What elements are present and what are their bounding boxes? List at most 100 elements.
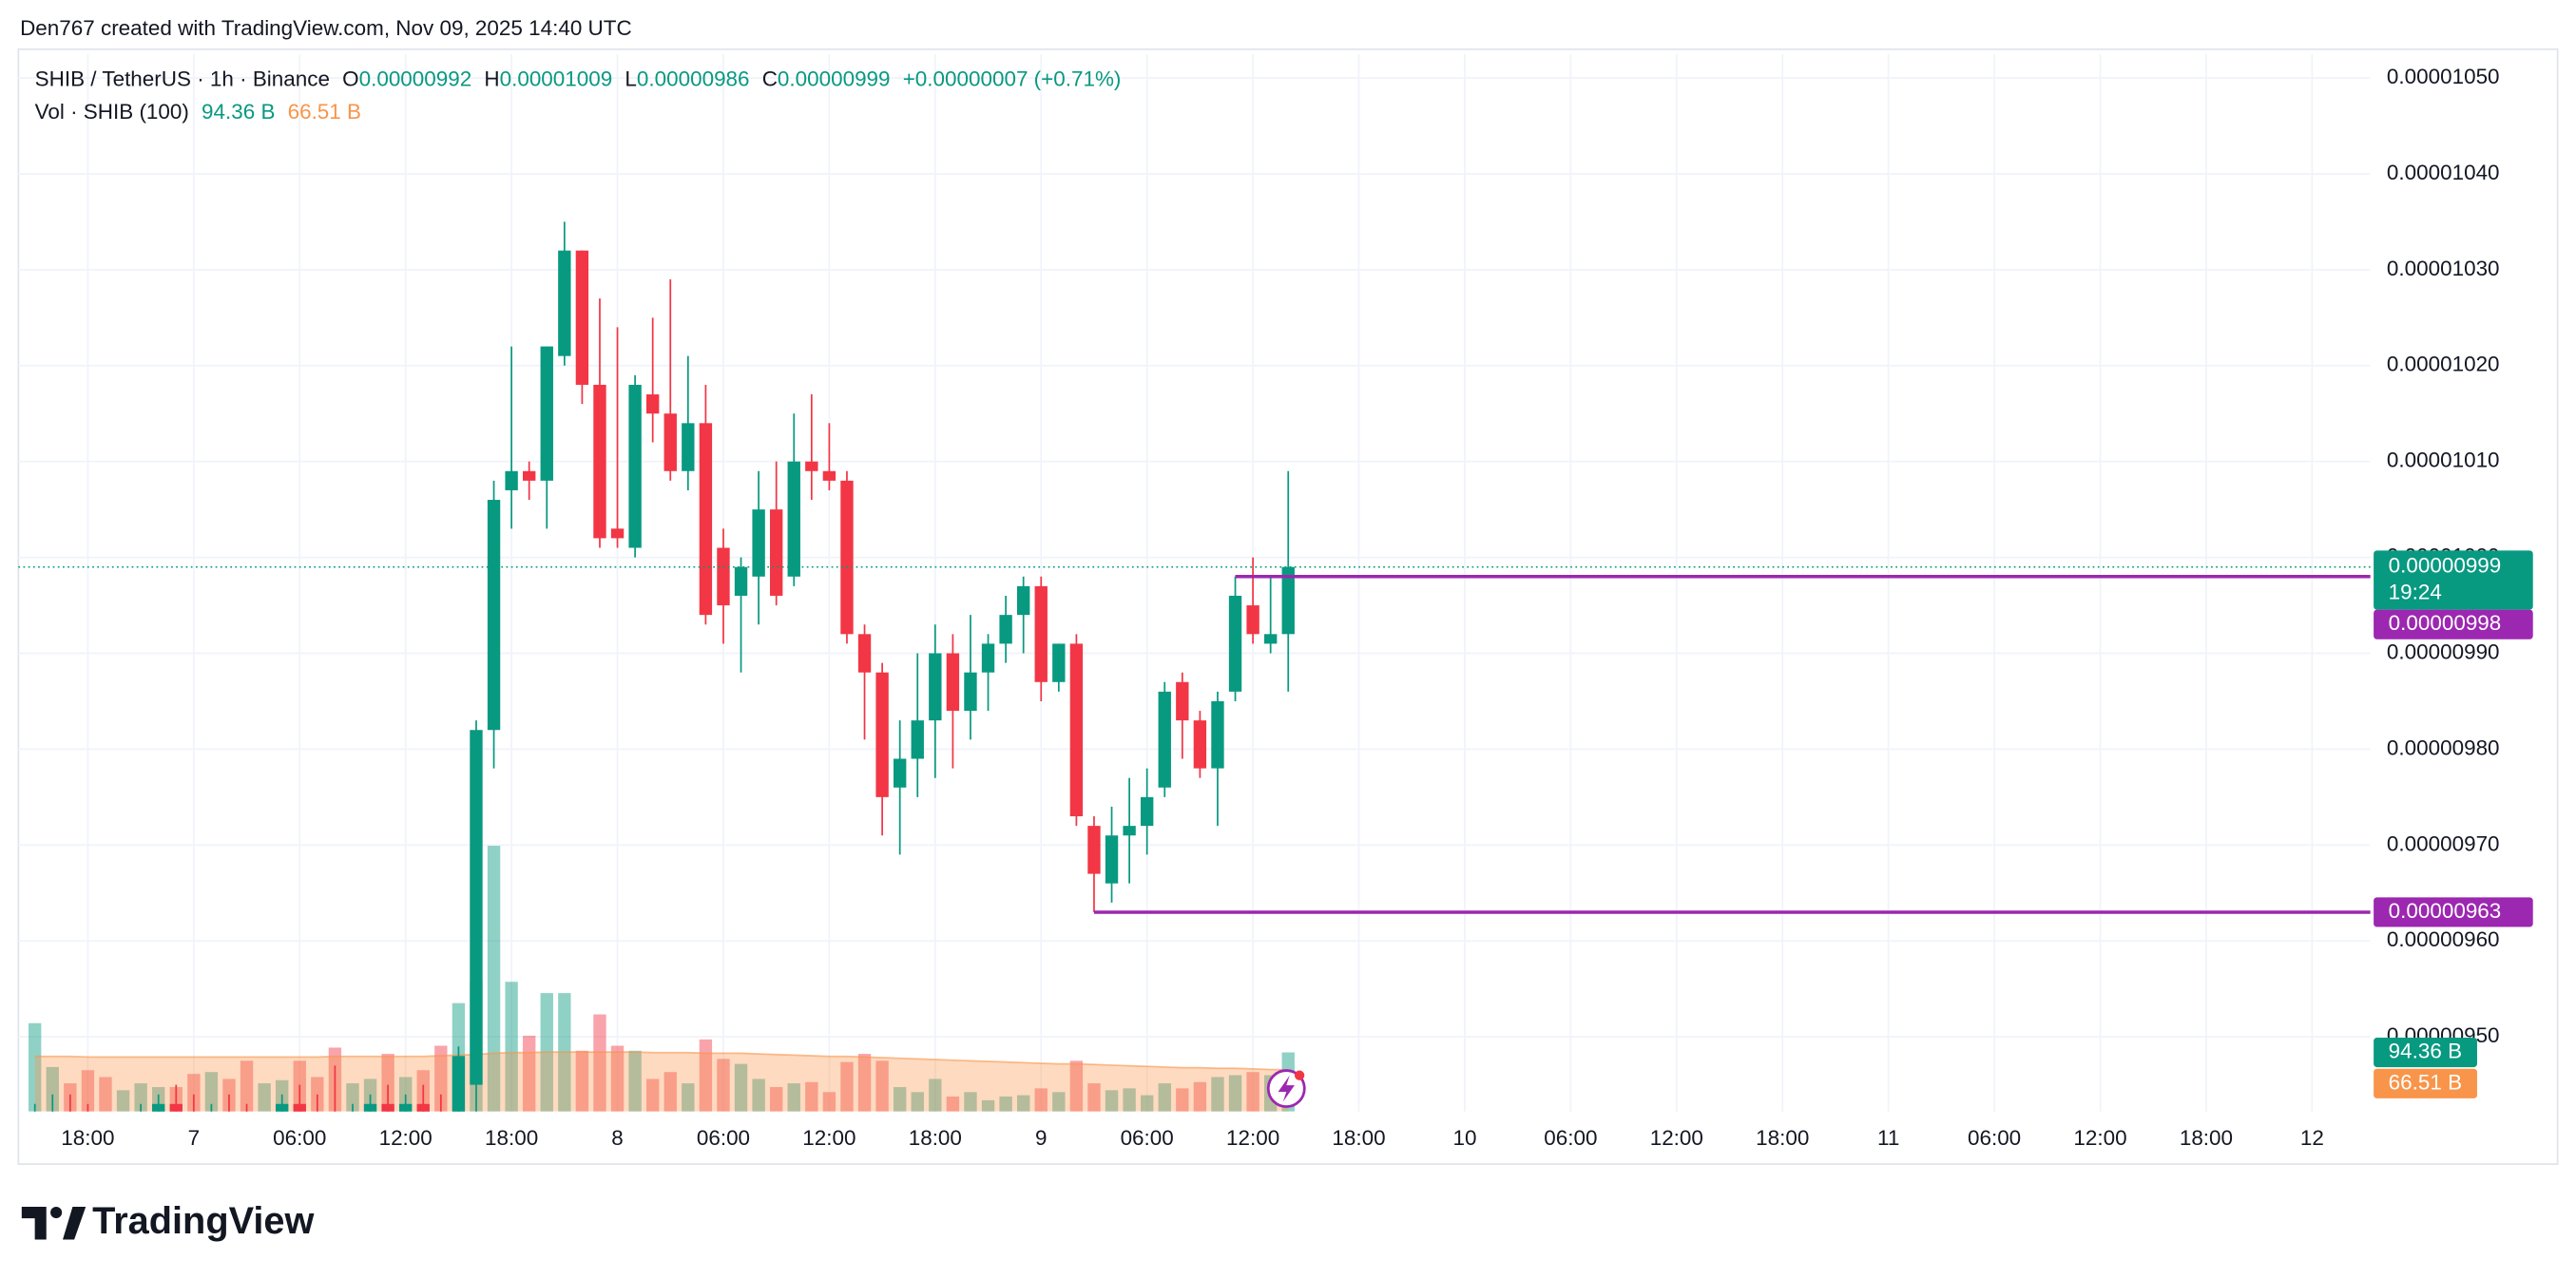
x-tick-label: 06:00 — [697, 1126, 750, 1150]
volume-bar — [1069, 1060, 1084, 1112]
candle-body — [840, 480, 854, 635]
volume-legend-value: 94.36 B — [202, 100, 275, 124]
volume-bar — [187, 1074, 201, 1112]
candle-body — [682, 423, 695, 471]
legend-value: 0.00000999 — [778, 67, 891, 91]
volume-bar — [116, 1090, 130, 1112]
candle-body — [981, 643, 995, 673]
candle-body — [734, 566, 748, 596]
legend-key: C — [762, 67, 778, 91]
volume-bar — [46, 1066, 59, 1112]
candle-body — [593, 384, 606, 539]
countdown: 19:24 — [2389, 580, 2442, 603]
volume-label: 94.36 B — [2389, 1039, 2462, 1062]
candle-body — [1140, 796, 1154, 827]
volume-bar — [840, 1061, 854, 1112]
x-tick-label: 12 — [2300, 1126, 2324, 1150]
volume-bar — [29, 1022, 42, 1112]
logo-mark — [63, 1206, 87, 1240]
last-price-label: 0.00000999 — [2389, 554, 2502, 578]
volume-bar — [1016, 1095, 1030, 1112]
volume-bar — [1105, 1090, 1119, 1112]
candle-layer — [33, 221, 1295, 1112]
volume-bar — [1140, 1095, 1154, 1112]
y-tick-label: 0.00000980 — [2387, 735, 2500, 759]
legend-row: SHIB / TetherUS · 1h · Binance O0.000009… — [35, 67, 1122, 91]
candle-body — [699, 423, 713, 616]
candle-body — [540, 346, 553, 481]
y-tick-label: 0.00001020 — [2387, 353, 2500, 376]
volume-bar — [1228, 1075, 1242, 1112]
y-tick-label: 0.00001030 — [2387, 257, 2500, 280]
volume-bar — [575, 1050, 589, 1112]
volume-bar — [1123, 1088, 1136, 1112]
candle-body — [1123, 826, 1136, 836]
x-tick-label: 12:00 — [2073, 1126, 2126, 1150]
candle-body — [875, 672, 889, 797]
y-tick-label: 0.00000960 — [2387, 927, 2500, 951]
x-tick-label: 06:00 — [1968, 1126, 2021, 1150]
x-tick-label: 18:00 — [61, 1126, 114, 1150]
volume-bar — [717, 1059, 730, 1112]
legend-change: +0.00000007 (+0.71%) — [903, 67, 1122, 91]
legend-value: 0.00001009 — [500, 67, 613, 91]
volume-bar — [699, 1039, 713, 1112]
x-tick-label: 10 — [1452, 1126, 1476, 1150]
candle-body — [1087, 826, 1101, 874]
y-tick-label: 0.00001050 — [2387, 65, 2500, 88]
alert-bolt — [1278, 1075, 1295, 1102]
volume-bar — [240, 1060, 254, 1112]
y-tick-label: 0.00001040 — [2387, 161, 2500, 184]
legend-value: 0.00000986 — [637, 67, 750, 91]
legend-value: 0.00000992 — [359, 67, 472, 91]
volume-bar — [770, 1087, 783, 1112]
x-tick-label: 12:00 — [802, 1126, 855, 1150]
volume-legend-row: Vol · SHIB (100) 94.36 B 66.51 B — [35, 100, 361, 124]
candle-body — [787, 461, 800, 577]
last-price-box — [2374, 550, 2533, 610]
volume-bar — [734, 1063, 748, 1112]
volume-legend: Vol · SHIB (100) — [35, 100, 189, 124]
x-tick-label: 18:00 — [1332, 1126, 1385, 1150]
candle-body — [646, 394, 660, 414]
candle-body — [610, 528, 625, 539]
candle-body — [1176, 681, 1189, 721]
candle-body — [152, 1103, 165, 1112]
volume-bar — [204, 1072, 219, 1112]
volume-bar — [663, 1072, 677, 1112]
alert-dot — [1294, 1070, 1305, 1080]
volume-bar — [682, 1083, 695, 1112]
x-tick-label: 18:00 — [485, 1126, 538, 1150]
volume-bar — [134, 1083, 147, 1112]
volume-bar — [1246, 1072, 1259, 1112]
candle-body — [381, 1103, 394, 1112]
volume-bar — [805, 1081, 818, 1112]
candle-body — [1228, 595, 1242, 692]
candle-body — [558, 250, 571, 356]
x-tick-label: 18:00 — [2180, 1126, 2233, 1150]
volume-ma-area — [34, 1052, 1289, 1112]
alert-icon[interactable] — [1266, 1069, 1306, 1108]
candle-body — [663, 413, 677, 471]
candle-body — [1246, 605, 1259, 635]
candle-body — [770, 509, 783, 596]
volume-bar — [99, 1077, 112, 1112]
candle-body — [1052, 643, 1066, 682]
volume-bar — [1176, 1088, 1189, 1112]
volume-bar — [964, 1092, 977, 1112]
volume-bar — [1052, 1092, 1066, 1112]
volume-bar — [1087, 1083, 1101, 1112]
candle-body — [1069, 643, 1084, 817]
volume-box — [2374, 1037, 2477, 1068]
volume-bar — [911, 1092, 924, 1112]
candle-body — [946, 653, 960, 712]
volume-bar — [346, 1083, 359, 1112]
horizontal-line-label: 0.00000963 — [2389, 899, 2502, 923]
volume-layer — [29, 846, 1295, 1112]
axes: 0.000009500.000009600.000009700.00000980… — [61, 65, 2533, 1150]
candle-body — [470, 730, 483, 1085]
legend-key: H — [484, 67, 499, 91]
candle-body — [1034, 585, 1048, 682]
